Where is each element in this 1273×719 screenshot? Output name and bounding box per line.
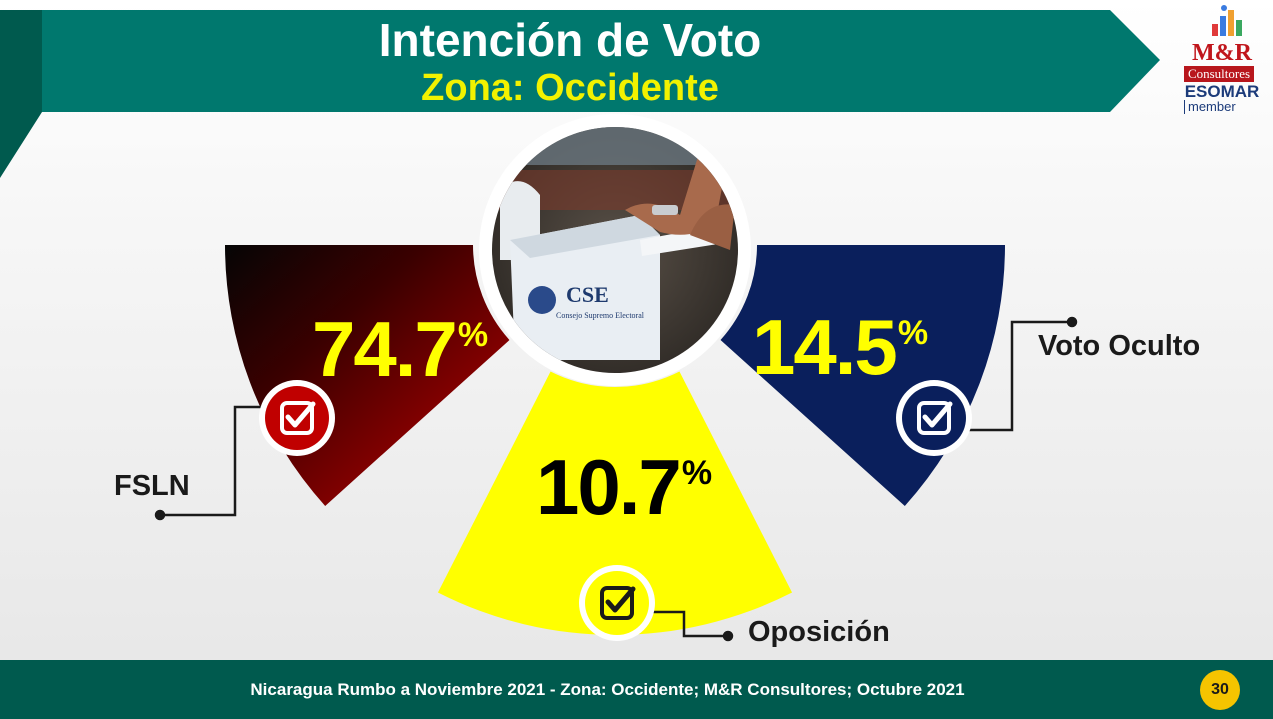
ballot-box-cse: CSE <box>566 282 609 307</box>
page-title: Intención de Voto <box>378 14 762 66</box>
category-label-voto-oculto: Voto Oculto <box>1038 330 1201 362</box>
category-label-oposicion: Oposición <box>748 616 890 648</box>
category-label-fsln: FSLN <box>114 470 190 502</box>
logo-esomar: ESOMAR <box>1184 82 1260 101</box>
footer-bar <box>0 660 1273 719</box>
logo-member: member <box>1184 100 1244 114</box>
value-voto-oculto: 14.5 <box>752 303 898 391</box>
ballot-photo: CSE Consejo Supremo Electoral <box>479 114 751 386</box>
page-subtitle: Zona: Occidente <box>421 67 719 109</box>
value-oposicion: 10.7 <box>536 443 682 531</box>
logo-consultores: Consultores <box>1184 66 1254 82</box>
unit-oposicion: % <box>681 454 713 492</box>
fsln-check-icon <box>259 380 335 456</box>
value-label-fsln: 74.7% <box>312 310 488 388</box>
bar-chart-icon <box>1212 5 1242 36</box>
company-logo: M&R Consultores ESOMAR member <box>1172 4 1268 116</box>
value-label-oposicion: 10.7% <box>536 448 712 526</box>
value-fsln: 74.7 <box>312 305 458 393</box>
value-label-voto-oculto: 14.5% <box>752 308 928 386</box>
header-banner-dark <box>0 10 42 178</box>
footer-source: Nicaragua Rumbo a Noviembre 2021 - Zona:… <box>250 680 965 699</box>
unit-voto-oculto: % <box>897 314 929 352</box>
page-number: 30 <box>1200 670 1240 710</box>
header-banner <box>42 10 1160 112</box>
unit-fsln: % <box>457 316 489 354</box>
voto-oculto-check-icon <box>896 380 972 456</box>
logo-brand: M&R <box>1192 40 1252 66</box>
connector-lines <box>154 316 1078 642</box>
oposicion-check-icon <box>579 565 655 641</box>
slice-oposicion <box>437 371 793 636</box>
ballot-box-caption: Consejo Supremo Electoral <box>556 311 645 320</box>
